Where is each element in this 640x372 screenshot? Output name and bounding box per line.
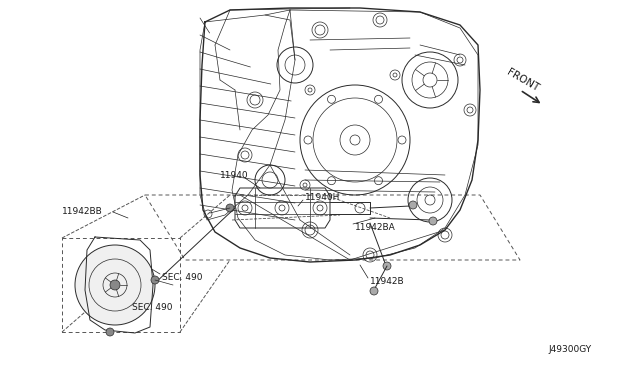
Circle shape xyxy=(429,217,437,225)
Circle shape xyxy=(110,280,120,290)
Circle shape xyxy=(75,245,155,325)
Circle shape xyxy=(383,262,391,270)
Text: 11942BB: 11942BB xyxy=(62,208,103,217)
Text: J49300GY: J49300GY xyxy=(548,346,591,355)
Circle shape xyxy=(409,201,417,209)
Text: 11940: 11940 xyxy=(220,170,248,180)
Text: SEC. 490: SEC. 490 xyxy=(162,273,202,282)
Circle shape xyxy=(226,204,234,212)
Text: 11942B: 11942B xyxy=(370,278,404,286)
Text: 11942BA: 11942BA xyxy=(355,224,396,232)
Text: SEC. 490: SEC. 490 xyxy=(132,304,173,312)
Circle shape xyxy=(106,328,114,336)
Circle shape xyxy=(370,287,378,295)
Circle shape xyxy=(151,276,159,284)
Text: FRONT: FRONT xyxy=(505,67,541,93)
Text: 11940H: 11940H xyxy=(305,192,340,202)
